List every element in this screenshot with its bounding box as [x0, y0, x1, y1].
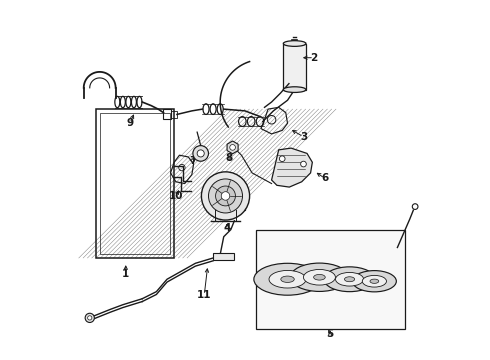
Text: 10: 10 [169, 191, 183, 201]
Bar [256, 230, 405, 329]
Polygon shape [271, 148, 312, 187]
Ellipse shape [324, 267, 375, 292]
Bar [163, 109, 171, 120]
Circle shape [201, 172, 249, 220]
Ellipse shape [370, 279, 379, 283]
Text: 8: 8 [225, 153, 233, 163]
Circle shape [85, 313, 95, 323]
Ellipse shape [291, 263, 348, 292]
Circle shape [208, 179, 243, 213]
Text: 4: 4 [223, 223, 231, 233]
Bar [96, 109, 174, 258]
Ellipse shape [362, 275, 387, 287]
Ellipse shape [352, 271, 396, 292]
Text: 5: 5 [326, 329, 334, 339]
Text: 2: 2 [311, 53, 318, 63]
Circle shape [279, 156, 285, 162]
Circle shape [301, 161, 306, 167]
Circle shape [197, 150, 204, 157]
Ellipse shape [281, 276, 294, 283]
Circle shape [216, 186, 235, 206]
Bar [213, 253, 234, 260]
Bar [283, 44, 306, 90]
Bar [171, 111, 177, 118]
Ellipse shape [269, 270, 306, 288]
Ellipse shape [344, 277, 355, 282]
Ellipse shape [254, 263, 321, 295]
Circle shape [221, 192, 230, 200]
Circle shape [230, 145, 235, 150]
Ellipse shape [283, 41, 306, 46]
Text: 6: 6 [321, 173, 328, 183]
Circle shape [193, 145, 208, 161]
Circle shape [88, 316, 92, 320]
Ellipse shape [336, 273, 364, 286]
Text: 1: 1 [122, 269, 129, 279]
Text: 7: 7 [189, 156, 196, 166]
Ellipse shape [314, 274, 325, 280]
Text: 11: 11 [197, 290, 212, 300]
Ellipse shape [283, 87, 306, 93]
Text: 9: 9 [126, 118, 133, 128]
Bar [100, 113, 170, 254]
Polygon shape [227, 141, 238, 154]
Ellipse shape [303, 270, 336, 285]
Bar [206, 182, 245, 210]
Text: 3: 3 [300, 132, 307, 142]
